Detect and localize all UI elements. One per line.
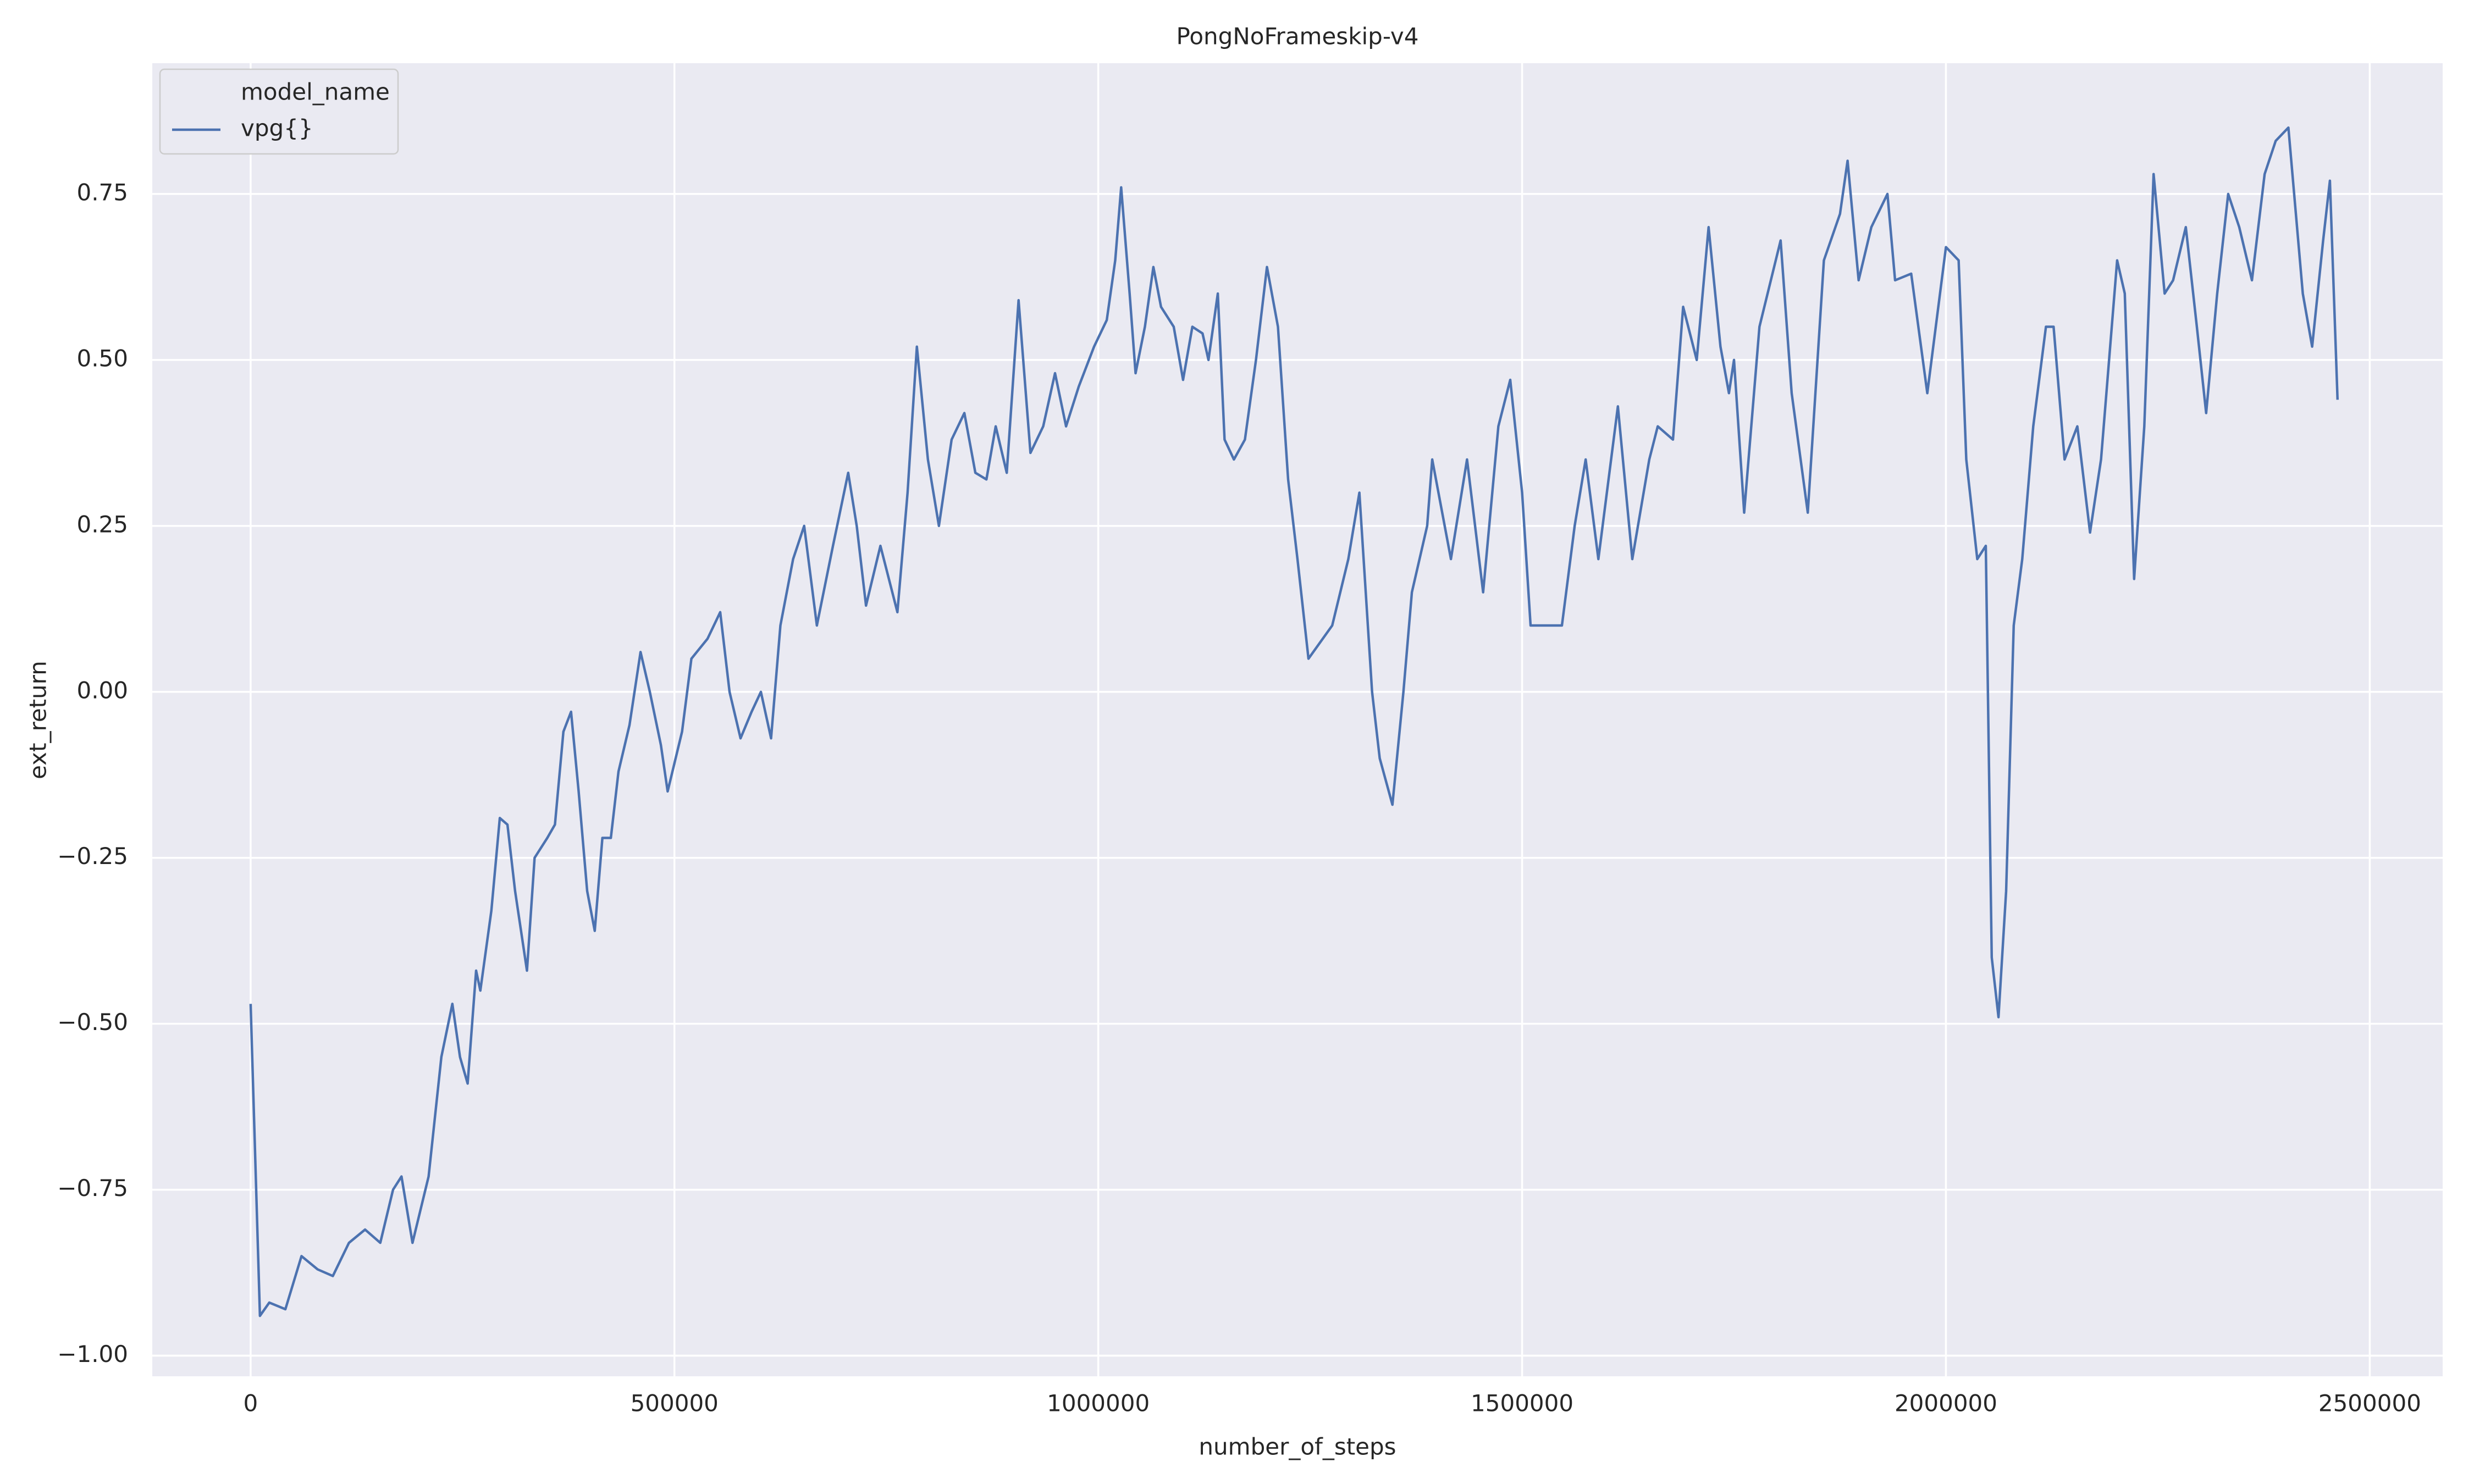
x-axis-label: number_of_steps — [1199, 1433, 1396, 1460]
data-line — [249, 126, 2339, 1317]
y-tick-label: −1.00 — [57, 1341, 128, 1367]
y-tick-label: −0.75 — [57, 1175, 128, 1201]
y-tick-label: −0.25 — [57, 843, 128, 870]
x-tick-label: 2000000 — [1895, 1390, 1997, 1417]
x-tick-label: 500000 — [631, 1390, 719, 1417]
y-tick-label: 0.00 — [76, 677, 128, 704]
plot-area — [152, 63, 2443, 1376]
y-axis-label: ext_return — [25, 661, 52, 779]
legend-label: vpg{} — [241, 115, 313, 142]
chart-title: PongNoFrameskip-v4 — [1177, 23, 1419, 50]
x-tick-label: 1000000 — [1047, 1390, 1150, 1417]
y-tick-label: 0.25 — [76, 511, 128, 538]
x-tick-label: 0 — [243, 1390, 258, 1417]
legend-box — [159, 68, 399, 155]
y-tick-label: 0.50 — [76, 345, 128, 372]
y-tick-label: −0.50 — [57, 1009, 128, 1036]
legend-title: model_name — [241, 79, 390, 106]
x-tick-label: 2500000 — [2318, 1390, 2421, 1417]
y-tick-label: 0.75 — [76, 179, 128, 206]
x-tick-label: 1500000 — [1471, 1390, 1573, 1417]
